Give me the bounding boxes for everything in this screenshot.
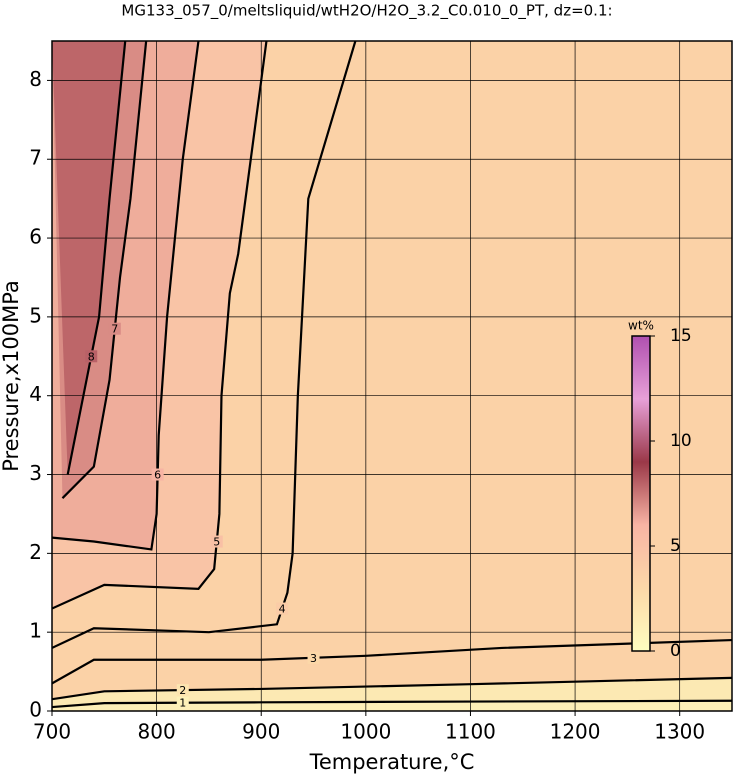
contour-line (66, 41, 127, 475)
contour-label-bg (307, 651, 320, 664)
colorbar-tick-label: 5 (670, 536, 681, 556)
contour-label-bg (176, 684, 189, 697)
y-tick-label: 4 (29, 382, 42, 406)
contour-label-bg (276, 602, 289, 615)
colorbar (631, 335, 651, 652)
chart-title: MG133_057_0/meltsliquid/wtH2O/H2O_3.2_C0… (121, 2, 612, 21)
x-tick-label: 1300 (654, 720, 705, 744)
contour-label-bg (108, 322, 121, 335)
x-tick-label: 1100 (445, 720, 496, 744)
contour-label-bg (85, 350, 98, 363)
contour-label: 4 (279, 603, 286, 616)
x-tick-label: 1200 (550, 720, 601, 744)
y-tick-label: 6 (29, 225, 42, 249)
plot-area: 12 3 4 5 6 7 8 (52, 41, 732, 711)
contour-label: 6 (154, 469, 161, 482)
contour-label-bg (176, 696, 189, 709)
y-tick-label: 1 (29, 619, 42, 643)
y-axis-label: Pressure,x100MPa (0, 280, 23, 472)
y-tick-label: 7 (29, 146, 42, 170)
colorbar-label: wt% (628, 319, 654, 333)
contour-label: 8 (88, 350, 95, 363)
contour-line (52, 699, 732, 709)
contour-fill (52, 41, 126, 475)
x-tick-label: 700 (33, 720, 71, 744)
x-tick-label: 900 (242, 720, 280, 744)
y-tick-label: 3 (29, 461, 42, 485)
y-tick-label: 0 (29, 698, 42, 722)
x-tick-label: 1000 (340, 720, 391, 744)
contour-label: 2 (179, 684, 186, 697)
contour-label: 1 (179, 697, 186, 710)
colorbar-tick-label: 15 (670, 326, 692, 346)
y-tick-label: 2 (29, 540, 42, 564)
contour-label-bg (210, 535, 223, 548)
colorbar-tick-label: 0 (670, 641, 681, 661)
contour-label-bg (151, 468, 164, 481)
contour-line (52, 41, 268, 610)
y-tick-label: 5 (29, 303, 42, 327)
contour-line (52, 41, 357, 649)
plot-frame (51, 40, 733, 712)
contour-label: 5 (213, 536, 220, 549)
contour-label: 7 (111, 323, 118, 336)
contour-label: 3 (310, 652, 317, 665)
contour-line (52, 676, 732, 701)
x-axis-label: Temperature,°C (309, 750, 475, 774)
colorbar-tick-label: 10 (670, 431, 692, 451)
y-tick-label: 8 (29, 67, 42, 91)
x-tick-label: 800 (138, 720, 176, 744)
